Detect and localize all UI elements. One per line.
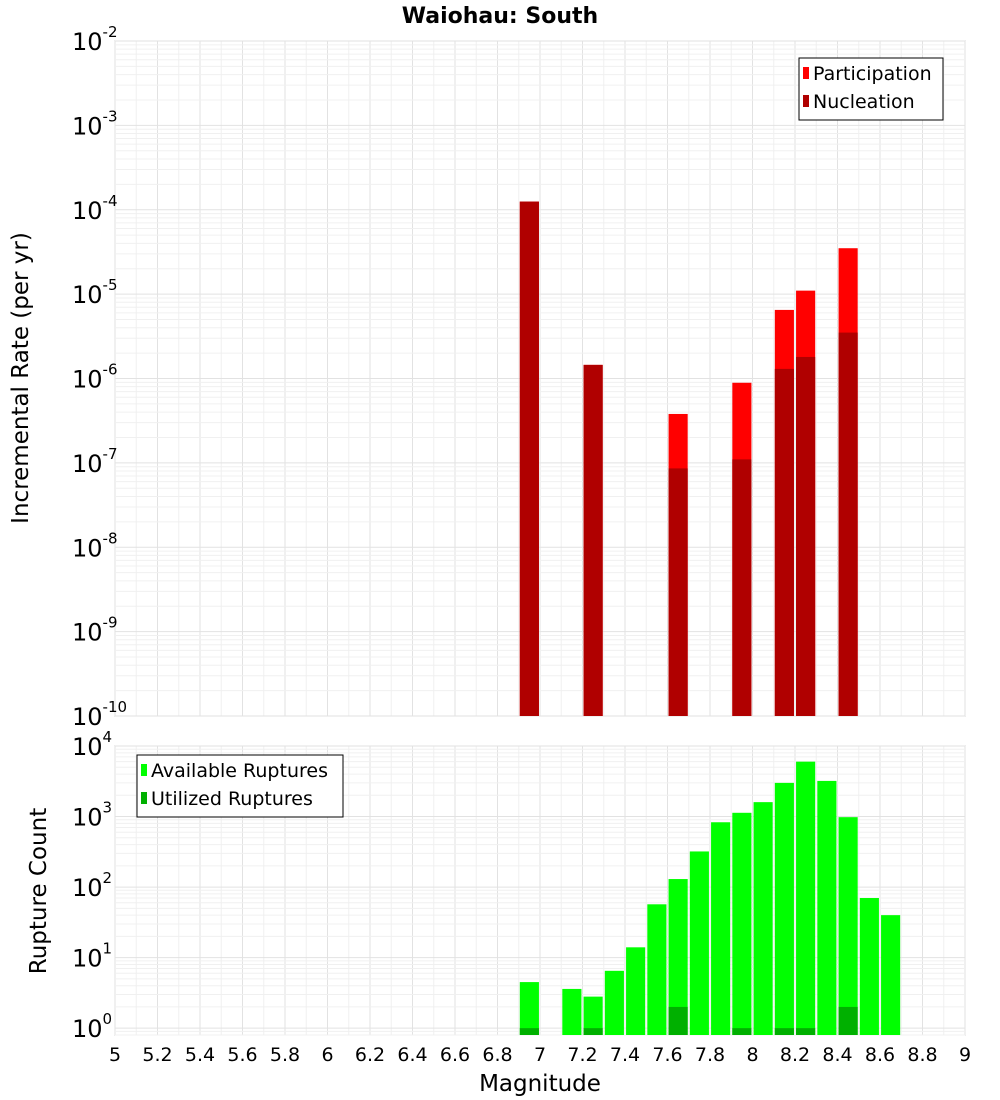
y-tick-label: 104 <box>72 728 112 761</box>
count-bar-utilized-ruptures <box>732 1028 752 1035</box>
y-tick-label: 10-5 <box>72 276 118 309</box>
count-bar-available-ruptures <box>604 970 624 1035</box>
x-tick-label: 8.4 <box>822 1044 852 1066</box>
y-tick-label: 100 <box>72 1010 112 1043</box>
y-tick-label: 10-10 <box>72 698 127 731</box>
x-axis-label: Magnitude <box>479 1071 601 1097</box>
x-tick-label: 5.8 <box>270 1044 300 1066</box>
x-tick-label: 8.8 <box>907 1044 937 1066</box>
rate-bar-nucleation <box>519 201 539 716</box>
count-bar-available-ruptures <box>817 780 837 1035</box>
x-tick-label: 5 <box>109 1044 121 1066</box>
x-tick-label: 6 <box>321 1044 333 1066</box>
count-bar-available-ruptures <box>583 996 603 1035</box>
legend-label: Available Ruptures <box>151 760 328 782</box>
y-tick-label: 103 <box>72 799 112 832</box>
y-tick-label: 10-6 <box>72 361 118 394</box>
rate-bar-nucleation <box>668 468 688 716</box>
count-bar-available-ruptures <box>796 761 816 1035</box>
x-tick-label: 7.8 <box>695 1044 725 1066</box>
y-tick-label: 102 <box>72 869 112 902</box>
x-tick-label: 8.2 <box>780 1044 810 1066</box>
count-bar-utilized-ruptures <box>583 1028 603 1035</box>
count-bar-available-ruptures <box>562 988 582 1035</box>
y-tick-label: 10-9 <box>72 614 118 647</box>
rate-bar-nucleation <box>796 356 816 716</box>
count-bar-utilized-ruptures <box>796 1028 816 1035</box>
legend-swatch <box>803 67 809 79</box>
y-tick-label: 10-3 <box>72 107 118 140</box>
x-tick-label: 5.6 <box>227 1044 257 1066</box>
count-bar-available-ruptures <box>519 982 539 1035</box>
chart-title: Waiohau: South <box>402 4 598 29</box>
rate-bar-nucleation <box>838 332 858 716</box>
y-tick-label: 10-2 <box>72 23 118 56</box>
count-y-axis-label: Rupture Count <box>26 808 52 974</box>
legend-label: Participation <box>813 63 932 85</box>
rate-bar-nucleation <box>583 364 603 716</box>
count-bar-available-ruptures <box>881 915 901 1035</box>
rate-bar-nucleation <box>732 459 752 716</box>
count-bar-utilized-ruptures <box>774 1028 794 1035</box>
legend-swatch <box>141 792 147 804</box>
x-axis-ticks: 5 5.2 5.4 5.6 5.8 6 6.2 6.4 6.6 6.8 7 7.2 7.4 7.6 7.8 8… <box>109 1044 971 1066</box>
count-bar-available-ruptures <box>838 817 858 1035</box>
y-tick-label: 10-8 <box>72 529 118 562</box>
count-bar-available-ruptures <box>647 904 667 1035</box>
count-panel: 100 101 102 103 104 Available Ruptures Utiliz… <box>26 728 966 1043</box>
count-bar-available-ruptures <box>732 812 752 1035</box>
count-bar-available-ruptures <box>668 879 688 1035</box>
legend-label: Nucleation <box>813 91 915 113</box>
rate-bar-nucleation <box>774 368 794 716</box>
rate-y-axis-label: Incremental Rate (per yr) <box>8 232 34 524</box>
x-tick-label: 6.8 <box>482 1044 512 1066</box>
rate-panel: 10-10 10-9 10-8 10-7 10-6 10-5 10-4 10-3 10-2 Pa… <box>8 23 966 731</box>
legend-box <box>136 754 344 818</box>
count-bar-utilized-ruptures <box>519 1028 539 1035</box>
x-tick-label: 8 <box>746 1044 758 1066</box>
x-tick-label: 6.4 <box>397 1044 427 1066</box>
legend-swatch <box>803 95 809 107</box>
y-tick-label: 10-4 <box>72 192 118 225</box>
x-tick-label: 7.4 <box>610 1044 640 1066</box>
count-legend: Available Ruptures Utilized Ruptures <box>136 754 344 818</box>
x-tick-label: 7.2 <box>567 1044 597 1066</box>
count-bar-available-ruptures <box>689 851 709 1035</box>
count-bar-available-ruptures <box>753 802 773 1035</box>
count-bar-available-ruptures <box>859 898 879 1035</box>
y-tick-label: 10-7 <box>72 445 118 478</box>
count-bar-utilized-ruptures <box>838 1006 858 1035</box>
x-tick-label: 6.2 <box>355 1044 385 1066</box>
x-tick-label: 5.2 <box>142 1044 172 1066</box>
count-bar-available-ruptures <box>711 822 731 1035</box>
x-tick-label: 7.6 <box>652 1044 682 1066</box>
x-tick-label: 8.6 <box>865 1044 895 1066</box>
x-tick-label: 6.6 <box>440 1044 470 1066</box>
legend-box <box>798 57 944 121</box>
legend-swatch <box>141 764 147 776</box>
x-tick-label: 7 <box>534 1044 546 1066</box>
legend-label: Utilized Ruptures <box>151 788 313 810</box>
count-bar-available-ruptures <box>626 947 646 1035</box>
x-tick-label: 5.4 <box>185 1044 215 1066</box>
count-bar-utilized-ruptures <box>668 1006 688 1035</box>
rate-legend: Participation Nucleation <box>798 57 944 121</box>
x-tick-label: 9 <box>959 1044 971 1066</box>
count-bar-available-ruptures <box>774 782 794 1035</box>
y-tick-label: 101 <box>72 940 112 973</box>
